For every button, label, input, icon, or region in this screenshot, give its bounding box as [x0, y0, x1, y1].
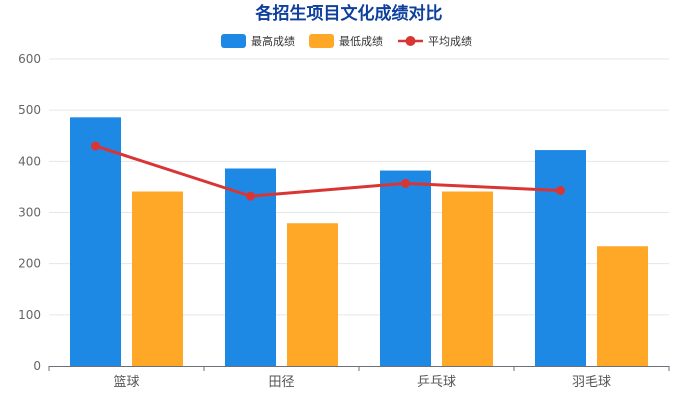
y-tick-label: 400: [18, 154, 41, 168]
bar-min-score[interactable]: [597, 246, 648, 366]
legend-swatch-max: [221, 34, 246, 48]
x-category-label: 篮球: [113, 375, 139, 390]
bar-max-score[interactable]: [380, 170, 431, 366]
legend-label-min: 最低成绩: [339, 35, 383, 48]
legend-item-avg[interactable]: 平均成绩: [398, 35, 472, 48]
y-tick-label: 100: [18, 308, 41, 322]
bars: [70, 117, 648, 366]
x-category-label: 田径: [268, 375, 294, 390]
legend-label-avg: 平均成绩: [428, 35, 472, 48]
average-line: [91, 141, 565, 201]
bar-min-score[interactable]: [132, 191, 183, 366]
avg-score-line: [95, 144, 561, 198]
legend-swatch-min: [309, 34, 334, 48]
x-axis-labels: 篮球 田径 乒乓球 羽毛球: [113, 375, 611, 390]
x-category-label: 乒乓球: [417, 375, 456, 390]
x-axis: [48, 366, 670, 371]
y-tick-label: 0: [33, 359, 41, 373]
legend-label-max: 最高成绩: [251, 34, 295, 48]
y-tick-label: 600: [18, 52, 41, 66]
y-axis-ticks: 0 100 200 300 400 500 600: [18, 52, 41, 373]
avg-score-point[interactable]: [556, 185, 565, 195]
bar-min-score[interactable]: [287, 223, 338, 366]
legend-dot-avg: [405, 36, 416, 46]
x-category-label: 羽毛球: [572, 375, 611, 390]
legend-item-min[interactable]: 最低成绩: [309, 34, 383, 48]
legend: 最高成绩 最低成绩 平均成绩: [221, 34, 472, 48]
avg-score-point[interactable]: [246, 191, 255, 201]
y-tick-label: 500: [18, 103, 41, 117]
y-tick-label: 300: [18, 206, 41, 220]
bar-max-score[interactable]: [225, 168, 276, 366]
bar-max-score[interactable]: [535, 150, 586, 366]
bar-max-score[interactable]: [70, 117, 121, 366]
bar-min-score[interactable]: [442, 191, 493, 366]
y-tick-label: 200: [18, 257, 41, 271]
avg-score-point[interactable]: [91, 141, 100, 151]
legend-item-max[interactable]: 最高成绩: [221, 34, 295, 48]
avg-score-point[interactable]: [401, 178, 410, 188]
chart-title: 各招生项目文化成绩对比: [255, 3, 443, 24]
